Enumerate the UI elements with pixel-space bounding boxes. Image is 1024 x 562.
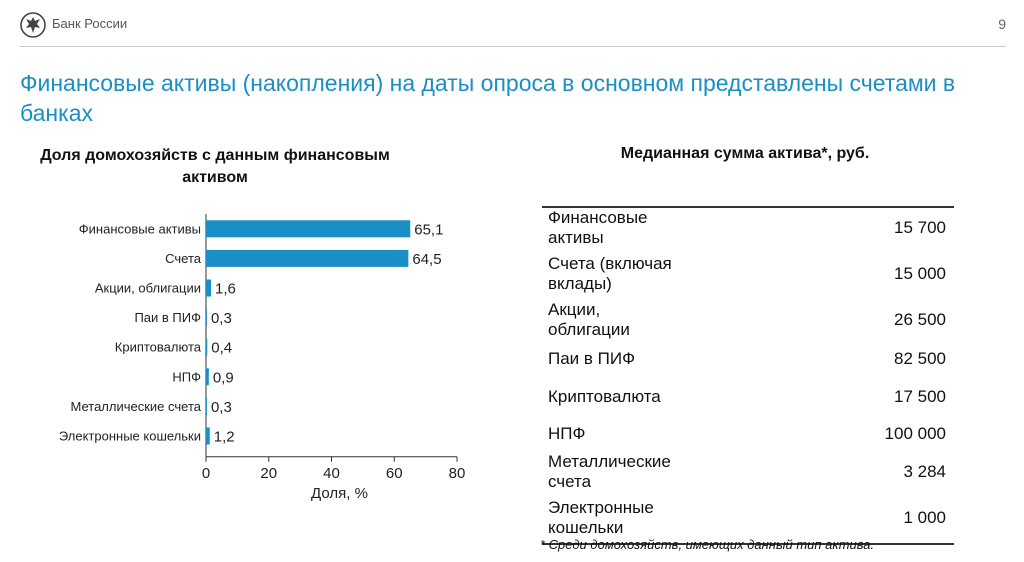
asset-name-cell: НПФ: [548, 424, 586, 443]
table-row: Металлические счета 3 284: [542, 452, 954, 492]
data-label: 0,4: [211, 340, 232, 357]
median-value-cell: 82 500: [894, 349, 946, 368]
chart-title: Доля домохозяйств с данным финансовым ак…: [40, 147, 390, 186]
bar: [206, 249, 409, 267]
category-label: Криптовалюта: [115, 340, 202, 355]
median-value-cell: 15 000: [894, 264, 946, 283]
median-value-cell: 100 000: [884, 424, 946, 443]
bar: [206, 309, 207, 327]
median-value-cell: 3 284: [903, 462, 946, 481]
median-value-cell: 26 500: [894, 310, 946, 329]
category-label: Финансовые активы: [79, 221, 201, 236]
table-row: Финансовые активы 15 700: [542, 206, 954, 248]
x-tick-label: 20: [260, 465, 277, 482]
asset-name-cell: Криптовалюта: [548, 387, 661, 406]
table-row: Акции, облигации 26 500: [542, 300, 954, 340]
category-label: Электронные кошельки: [59, 429, 201, 444]
asset-name-cell: Электронные кошельки: [542, 492, 686, 545]
median-value-cell: 17 500: [894, 387, 946, 406]
category-label: Паи в ПИФ: [134, 310, 201, 325]
median-amount-table: Финансовые активы 15 700 Счета (включая вк…: [542, 206, 954, 545]
x-tick-label: 40: [323, 465, 340, 482]
asset-name-cell: Акции, облигации: [548, 300, 630, 339]
bar: [206, 368, 209, 386]
bar: [206, 397, 207, 415]
data-label: 1,6: [215, 281, 236, 298]
x-tick-label: 60: [386, 465, 403, 482]
table-row: НПФ 100 000: [542, 416, 954, 452]
footnote: * Среди домохозяйств, имеющих данный тип…: [540, 537, 875, 552]
asset-name-cell: Паи в ПИФ: [548, 349, 636, 368]
median-value-cell: 1 000: [686, 492, 954, 545]
data-label: 64,5: [412, 251, 441, 268]
header-divider: [20, 46, 1006, 47]
category-label: Металлические счета: [70, 399, 201, 414]
bar: [206, 279, 212, 297]
bar-chart: 0 20 40 60 80 Доля, % Финансовые активы 65,1 Сче…: [59, 214, 466, 502]
category-label: Акции, облигации: [95, 281, 201, 296]
asset-name-cell: Счета (включая вклады): [548, 254, 672, 293]
table-row: Паи в ПИФ 82 500: [542, 340, 954, 378]
data-label: 0,3: [211, 310, 232, 327]
data-label: 1,2: [214, 429, 235, 446]
slide-title: Финансовые активы (накопления) на даты о…: [20, 70, 956, 126]
data-label: 0,3: [211, 399, 232, 416]
category-label: Счета: [165, 251, 202, 266]
x-axis-label: Доля, %: [311, 485, 368, 502]
bank-name: Банк России: [52, 16, 128, 31]
bar: [206, 338, 208, 356]
page-number: 9: [998, 16, 1006, 32]
x-tick-label: 0: [202, 465, 210, 482]
asset-name-cell: Финансовые активы: [542, 206, 686, 248]
table-title: Медианная сумма актива*, руб.: [620, 145, 870, 162]
bar: [206, 220, 411, 238]
data-label: 0,9: [213, 369, 234, 386]
category-label: НПФ: [172, 369, 201, 384]
table-row: Электронные кошельки 1 000: [542, 492, 954, 545]
table-row: Криптовалюта 17 500: [542, 378, 954, 416]
median-value-cell: 15 700: [686, 206, 954, 248]
eagle-emblem-icon: [20, 12, 46, 38]
table-row: Счета (включая вклады) 15 000: [542, 248, 954, 300]
data-label: 65,1: [414, 221, 443, 238]
x-tick-label: 80: [449, 465, 466, 482]
asset-name-cell: Металлические счета: [548, 452, 671, 491]
bar: [206, 427, 210, 445]
